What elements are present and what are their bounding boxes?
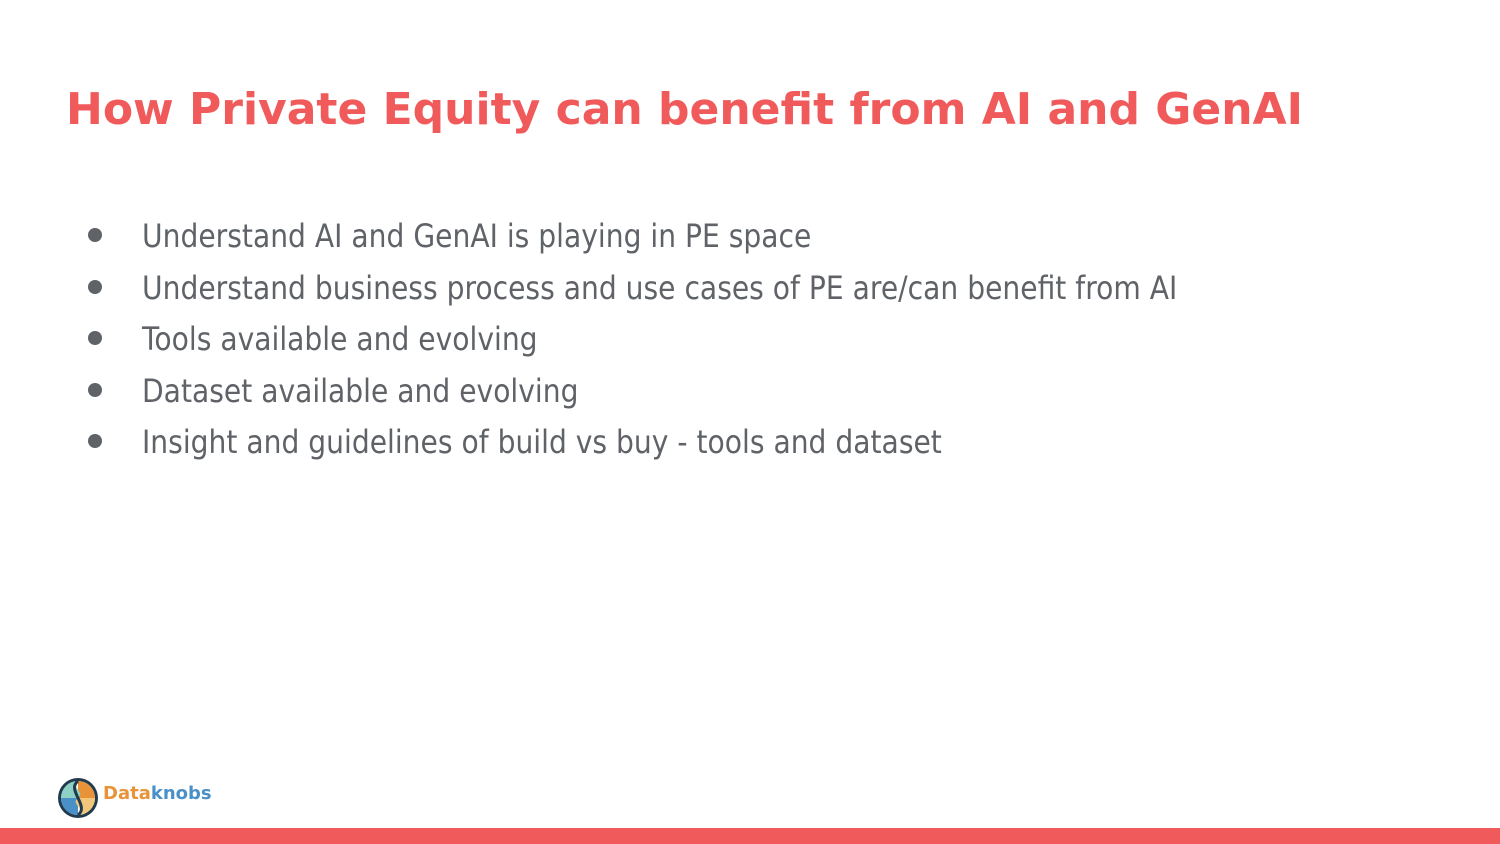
bullet-text: Understand AI and GenAI is playing in PE…: [142, 217, 812, 255]
bullet-icon: [88, 228, 102, 242]
logo-text-data: Data: [103, 783, 151, 804]
bullet-icon: [88, 434, 102, 448]
list-item: Insight and guidelines of build vs buy -…: [86, 417, 1319, 469]
logo-wordmark: Dataknobs: [103, 782, 219, 806]
bullet-text: Dataset available and evolving: [142, 371, 579, 410]
list-item: Dataset available and evolving: [86, 366, 1319, 418]
bullet-icon: [88, 279, 102, 294]
list-item: Understand AI and GenAI is playing in PE…: [86, 211, 1319, 263]
footer-accent-bar: [0, 828, 1500, 844]
logo-text-knobs: knobs: [150, 783, 212, 804]
bullet-text: Insight and guidelines of build vs buy -…: [142, 423, 942, 461]
bullet-text: Understand business process and use case…: [142, 268, 1178, 307]
bullet-list: Understand AI and GenAI is playing in PE…: [86, 211, 1319, 469]
company-logo: Dataknobs: [56, 776, 226, 826]
bullet-icon: [88, 382, 102, 397]
bullet-icon: [88, 331, 102, 345]
list-item: Understand business process and use case…: [86, 263, 1319, 315]
slide-title: How Private Equity can benefit from AI a…: [66, 84, 1304, 135]
bullet-text: Tools available and evolving: [142, 320, 538, 358]
list-item: Tools available and evolving: [86, 314, 1319, 366]
dataknobs-logo-icon: [58, 778, 98, 818]
